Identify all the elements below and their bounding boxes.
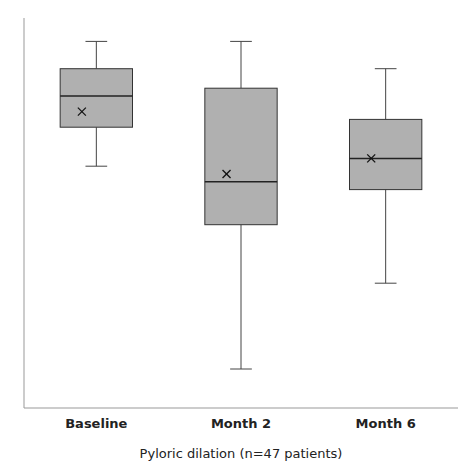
lower-whisker: [96, 127, 97, 166]
lower-cap: [375, 283, 397, 284]
x-axis-line: [24, 408, 458, 409]
lower-cap: [85, 166, 107, 167]
box: [205, 88, 277, 225]
x-tick-label: Month 2: [211, 416, 271, 431]
median-line: [350, 158, 422, 160]
plot-area: [60, 41, 422, 369]
x-axis-label: Pyloric dilation (n=47 patients): [140, 446, 343, 461]
mean-marker-stroke: [78, 108, 86, 116]
mean-marker-stroke: [367, 154, 375, 162]
mean-marker-stroke: [367, 154, 375, 162]
upper-cap: [85, 41, 107, 42]
lower-cap: [230, 369, 252, 370]
box: [60, 69, 132, 128]
upper-cap: [375, 68, 397, 69]
mean-marker: [223, 170, 231, 178]
box-group: [350, 69, 422, 284]
box: [350, 119, 422, 189]
mean-marker-stroke: [223, 170, 231, 178]
x-tick-label: Month 6: [356, 416, 416, 431]
upper-whisker: [385, 69, 386, 120]
upper-whisker: [241, 41, 242, 88]
chart-container: Baseline Month 2 Month 6 Pyloric dilation (…: [0, 0, 474, 474]
box-group: [205, 41, 277, 369]
median-line: [205, 181, 277, 183]
upper-whisker: [96, 41, 97, 68]
x-tick-label: Baseline: [65, 416, 127, 431]
lower-whisker: [241, 225, 242, 369]
box-group: [60, 41, 132, 166]
y-axis-line: [24, 18, 25, 408]
mean-marker: [78, 108, 86, 116]
lower-whisker: [385, 190, 386, 284]
mean-marker: [367, 154, 375, 162]
upper-cap: [230, 41, 252, 42]
median-line: [60, 95, 132, 97]
chart: Baseline Month 2 Month 6 Pyloric dilation (…: [0, 0, 474, 474]
mean-marker-stroke: [223, 170, 231, 178]
mean-marker-stroke: [78, 108, 86, 116]
